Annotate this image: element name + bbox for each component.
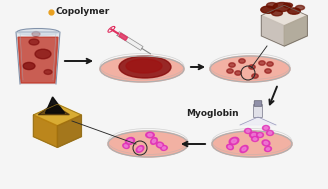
Ellipse shape [128, 139, 132, 143]
Ellipse shape [265, 69, 271, 73]
Ellipse shape [228, 146, 232, 148]
Ellipse shape [288, 8, 300, 14]
Polygon shape [284, 15, 307, 46]
Ellipse shape [259, 61, 265, 65]
Ellipse shape [253, 138, 257, 140]
Polygon shape [18, 37, 58, 83]
Ellipse shape [264, 146, 272, 152]
Ellipse shape [35, 49, 51, 59]
Ellipse shape [158, 143, 162, 146]
Ellipse shape [273, 2, 291, 12]
Ellipse shape [283, 3, 293, 8]
Polygon shape [240, 117, 276, 125]
Polygon shape [45, 97, 65, 113]
Ellipse shape [250, 132, 258, 138]
Ellipse shape [267, 62, 273, 66]
Ellipse shape [152, 139, 156, 143]
Ellipse shape [17, 29, 59, 36]
Text: Myoglobin: Myoglobin [186, 108, 239, 118]
Ellipse shape [258, 134, 262, 136]
Ellipse shape [23, 62, 35, 70]
Ellipse shape [246, 130, 250, 132]
Ellipse shape [235, 71, 241, 75]
FancyBboxPatch shape [254, 101, 262, 106]
Polygon shape [261, 5, 307, 26]
Polygon shape [119, 33, 128, 40]
Polygon shape [33, 115, 57, 147]
Ellipse shape [227, 69, 233, 73]
Ellipse shape [210, 56, 290, 82]
Ellipse shape [146, 132, 154, 138]
Ellipse shape [126, 59, 162, 73]
Ellipse shape [268, 132, 272, 134]
Ellipse shape [266, 148, 270, 150]
Polygon shape [33, 104, 81, 126]
Ellipse shape [262, 140, 270, 146]
Ellipse shape [249, 65, 255, 69]
Ellipse shape [136, 146, 144, 152]
Ellipse shape [239, 59, 245, 63]
Polygon shape [38, 104, 70, 115]
FancyBboxPatch shape [254, 105, 262, 118]
Polygon shape [261, 15, 284, 46]
Ellipse shape [232, 139, 236, 143]
Ellipse shape [240, 146, 248, 153]
Ellipse shape [138, 147, 142, 151]
Polygon shape [16, 32, 60, 84]
Ellipse shape [125, 137, 134, 145]
Ellipse shape [148, 134, 152, 136]
Ellipse shape [252, 74, 258, 78]
Ellipse shape [162, 147, 166, 149]
Polygon shape [117, 32, 143, 50]
Ellipse shape [266, 130, 274, 136]
Ellipse shape [212, 131, 292, 157]
Ellipse shape [151, 138, 157, 144]
Ellipse shape [272, 10, 282, 16]
Ellipse shape [256, 132, 263, 138]
Ellipse shape [229, 63, 235, 67]
Ellipse shape [242, 147, 246, 151]
Ellipse shape [267, 3, 277, 8]
Ellipse shape [108, 131, 188, 157]
Ellipse shape [100, 56, 184, 82]
Ellipse shape [44, 70, 52, 74]
Ellipse shape [296, 5, 304, 10]
Ellipse shape [161, 146, 167, 150]
Ellipse shape [264, 141, 268, 145]
Ellipse shape [252, 136, 258, 142]
Text: Copolymer: Copolymer [55, 8, 109, 16]
Ellipse shape [227, 144, 234, 150]
Ellipse shape [261, 6, 275, 13]
Ellipse shape [124, 145, 128, 147]
Ellipse shape [252, 133, 256, 136]
Ellipse shape [244, 129, 252, 133]
Ellipse shape [264, 127, 268, 129]
Ellipse shape [119, 56, 171, 78]
Polygon shape [57, 115, 81, 147]
Ellipse shape [229, 137, 239, 145]
Ellipse shape [29, 39, 39, 45]
Ellipse shape [32, 32, 40, 36]
Ellipse shape [156, 142, 164, 148]
Ellipse shape [262, 125, 270, 130]
Ellipse shape [123, 143, 129, 149]
